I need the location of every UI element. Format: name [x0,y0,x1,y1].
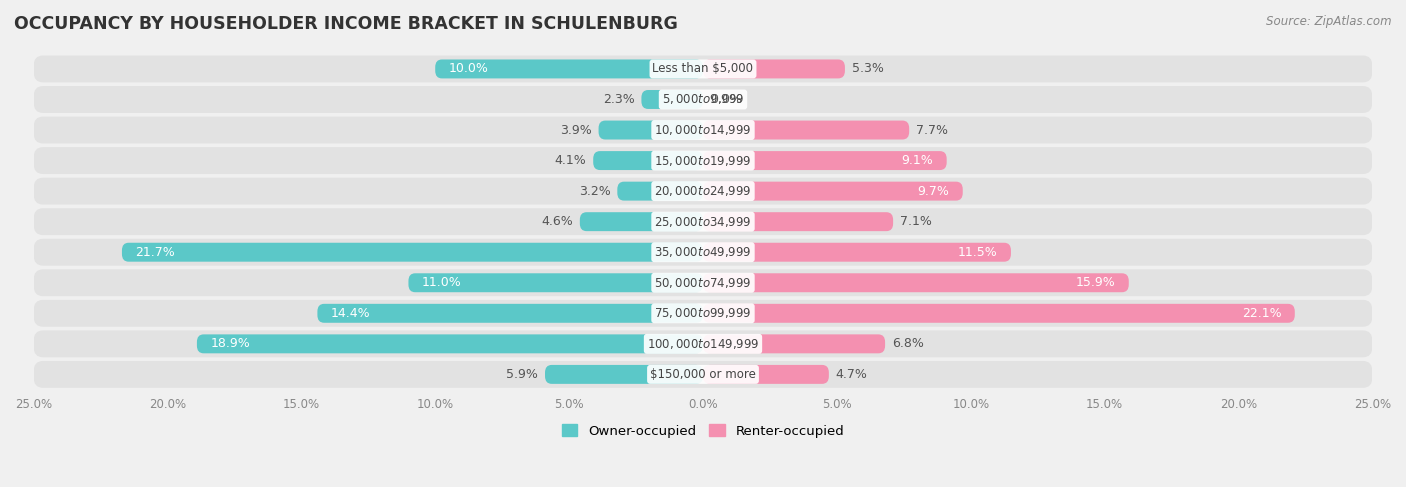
Text: 18.9%: 18.9% [211,337,250,350]
FancyBboxPatch shape [34,269,1372,296]
Text: 9.7%: 9.7% [918,185,949,198]
FancyBboxPatch shape [122,243,703,262]
Text: OCCUPANCY BY HOUSEHOLDER INCOME BRACKET IN SCHULENBURG: OCCUPANCY BY HOUSEHOLDER INCOME BRACKET … [14,15,678,33]
FancyBboxPatch shape [546,365,703,384]
FancyBboxPatch shape [34,178,1372,205]
Text: 7.1%: 7.1% [900,215,932,228]
FancyBboxPatch shape [703,59,845,78]
Text: 2.3%: 2.3% [603,93,634,106]
FancyBboxPatch shape [34,330,1372,357]
FancyBboxPatch shape [34,147,1372,174]
Text: $15,000 to $19,999: $15,000 to $19,999 [654,153,752,168]
FancyBboxPatch shape [703,212,893,231]
FancyBboxPatch shape [318,304,703,323]
Text: 22.1%: 22.1% [1241,307,1281,320]
Text: $50,000 to $74,999: $50,000 to $74,999 [654,276,752,290]
Text: $150,000 or more: $150,000 or more [650,368,756,381]
Text: 3.9%: 3.9% [560,124,592,136]
Text: Source: ZipAtlas.com: Source: ZipAtlas.com [1267,15,1392,28]
FancyBboxPatch shape [703,243,1011,262]
Text: 5.3%: 5.3% [852,62,883,75]
FancyBboxPatch shape [703,121,910,139]
Text: $25,000 to $34,999: $25,000 to $34,999 [654,215,752,229]
Text: 4.6%: 4.6% [541,215,574,228]
FancyBboxPatch shape [641,90,703,109]
FancyBboxPatch shape [34,300,1372,327]
FancyBboxPatch shape [703,182,963,201]
Text: 4.7%: 4.7% [835,368,868,381]
FancyBboxPatch shape [34,86,1372,113]
Text: Less than $5,000: Less than $5,000 [652,62,754,75]
FancyBboxPatch shape [197,335,703,353]
Text: 0.0%: 0.0% [710,93,742,106]
FancyBboxPatch shape [409,273,703,292]
FancyBboxPatch shape [34,208,1372,235]
Text: $10,000 to $14,999: $10,000 to $14,999 [654,123,752,137]
Text: $35,000 to $49,999: $35,000 to $49,999 [654,245,752,259]
Text: 6.8%: 6.8% [891,337,924,350]
Text: 11.0%: 11.0% [422,276,461,289]
Text: 3.2%: 3.2% [579,185,610,198]
FancyBboxPatch shape [436,59,703,78]
Text: $5,000 to $9,999: $5,000 to $9,999 [662,93,744,107]
FancyBboxPatch shape [703,365,830,384]
FancyBboxPatch shape [703,273,1129,292]
Text: 9.1%: 9.1% [901,154,934,167]
FancyBboxPatch shape [617,182,703,201]
Text: 11.5%: 11.5% [957,246,997,259]
Text: 14.4%: 14.4% [330,307,370,320]
FancyBboxPatch shape [599,121,703,139]
Text: $20,000 to $24,999: $20,000 to $24,999 [654,184,752,198]
Text: 5.9%: 5.9% [506,368,538,381]
Text: 21.7%: 21.7% [135,246,176,259]
FancyBboxPatch shape [34,56,1372,82]
FancyBboxPatch shape [34,116,1372,144]
FancyBboxPatch shape [34,361,1372,388]
Text: $75,000 to $99,999: $75,000 to $99,999 [654,306,752,320]
Text: 10.0%: 10.0% [449,62,488,75]
FancyBboxPatch shape [593,151,703,170]
Text: $100,000 to $149,999: $100,000 to $149,999 [647,337,759,351]
Legend: Owner-occupied, Renter-occupied: Owner-occupied, Renter-occupied [557,419,849,443]
Text: 15.9%: 15.9% [1076,276,1115,289]
FancyBboxPatch shape [703,151,946,170]
FancyBboxPatch shape [703,304,1295,323]
Text: 4.1%: 4.1% [555,154,586,167]
FancyBboxPatch shape [703,335,886,353]
FancyBboxPatch shape [579,212,703,231]
Text: 7.7%: 7.7% [915,124,948,136]
FancyBboxPatch shape [34,239,1372,265]
